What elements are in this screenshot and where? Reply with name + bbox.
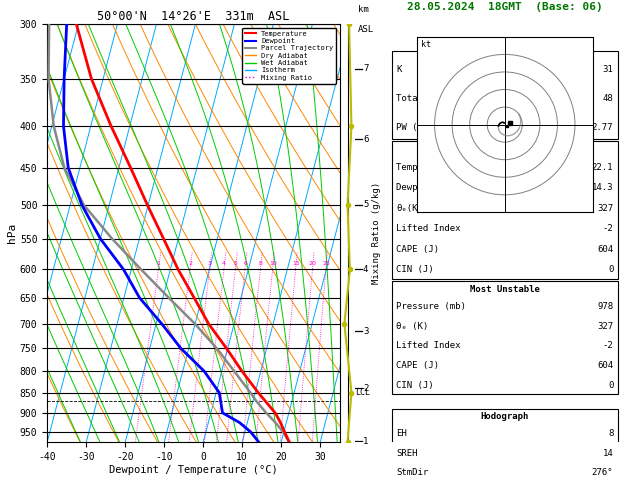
Text: 604: 604 bbox=[597, 245, 613, 254]
Text: 28.05.2024  18GMT  (Base: 06): 28.05.2024 18GMT (Base: 06) bbox=[407, 2, 603, 12]
Text: K: K bbox=[396, 65, 402, 73]
Text: Hodograph: Hodograph bbox=[481, 412, 529, 421]
X-axis label: Dewpoint / Temperature (°C): Dewpoint / Temperature (°C) bbox=[109, 465, 278, 475]
Text: LCL: LCL bbox=[355, 388, 370, 397]
Text: 8: 8 bbox=[608, 429, 613, 438]
Text: 5: 5 bbox=[233, 260, 238, 266]
Text: Temp (°C): Temp (°C) bbox=[396, 162, 445, 172]
Text: ASL: ASL bbox=[358, 25, 374, 34]
Text: 0: 0 bbox=[608, 381, 613, 390]
Text: CIN (J): CIN (J) bbox=[396, 265, 434, 274]
Text: CAPE (J): CAPE (J) bbox=[396, 361, 439, 370]
Text: 604: 604 bbox=[597, 361, 613, 370]
Text: θₑ (K): θₑ (K) bbox=[396, 322, 428, 330]
Text: 6: 6 bbox=[243, 260, 247, 266]
Title: 50°00'N  14°26'E  331m  ASL: 50°00'N 14°26'E 331m ASL bbox=[97, 10, 289, 23]
Text: 2.77: 2.77 bbox=[592, 123, 613, 132]
Text: 3: 3 bbox=[208, 260, 212, 266]
Text: 8: 8 bbox=[259, 260, 262, 266]
Text: 25: 25 bbox=[322, 260, 330, 266]
Text: 22.1: 22.1 bbox=[592, 162, 613, 172]
Text: 1: 1 bbox=[363, 437, 369, 446]
Text: 2: 2 bbox=[188, 260, 192, 266]
Text: PW (cm): PW (cm) bbox=[396, 123, 434, 132]
Text: kt: kt bbox=[421, 40, 430, 50]
Text: 1: 1 bbox=[157, 260, 160, 266]
Bar bbox=[391, 281, 618, 394]
Text: EH: EH bbox=[396, 429, 407, 438]
Text: -2: -2 bbox=[603, 224, 613, 233]
Text: 48: 48 bbox=[603, 94, 613, 103]
Text: 14: 14 bbox=[603, 449, 613, 458]
Text: Mixing Ratio (g/kg): Mixing Ratio (g/kg) bbox=[372, 182, 381, 284]
Text: 6: 6 bbox=[363, 135, 369, 143]
Text: Dewp (°C): Dewp (°C) bbox=[396, 183, 445, 192]
Text: CIN (J): CIN (J) bbox=[396, 381, 434, 390]
Text: km: km bbox=[358, 5, 369, 14]
Text: 5: 5 bbox=[363, 200, 369, 209]
Text: 3: 3 bbox=[363, 327, 369, 336]
Bar bbox=[391, 409, 618, 486]
Text: -2: -2 bbox=[603, 341, 613, 350]
Text: 15: 15 bbox=[292, 260, 299, 266]
Text: 7: 7 bbox=[363, 64, 369, 73]
Text: 2: 2 bbox=[363, 384, 369, 393]
Text: CAPE (J): CAPE (J) bbox=[396, 245, 439, 254]
Text: Totals Totals: Totals Totals bbox=[396, 94, 466, 103]
Bar bbox=[391, 141, 618, 279]
Text: 20: 20 bbox=[309, 260, 316, 266]
Text: 4: 4 bbox=[363, 265, 369, 274]
Text: 276°: 276° bbox=[592, 468, 613, 477]
Bar bbox=[391, 52, 618, 139]
Text: StmDir: StmDir bbox=[396, 468, 428, 477]
Text: Pressure (mb): Pressure (mb) bbox=[396, 302, 466, 311]
Text: 327: 327 bbox=[597, 204, 613, 213]
Text: SREH: SREH bbox=[396, 449, 418, 458]
Text: 327: 327 bbox=[597, 322, 613, 330]
Text: 0: 0 bbox=[608, 265, 613, 274]
Text: Surface: Surface bbox=[486, 145, 523, 154]
Text: 10: 10 bbox=[269, 260, 277, 266]
Text: 978: 978 bbox=[597, 302, 613, 311]
Legend: Temperature, Dewpoint, Parcel Trajectory, Dry Adiabat, Wet Adiabat, Isotherm, Mi: Temperature, Dewpoint, Parcel Trajectory… bbox=[242, 28, 336, 84]
Text: Most Unstable: Most Unstable bbox=[470, 285, 540, 294]
Y-axis label: hPa: hPa bbox=[7, 223, 17, 243]
Text: 31: 31 bbox=[603, 65, 613, 73]
Text: 4: 4 bbox=[222, 260, 226, 266]
Text: Lifted Index: Lifted Index bbox=[396, 224, 461, 233]
Text: 14.3: 14.3 bbox=[592, 183, 613, 192]
Text: θₑ(K): θₑ(K) bbox=[396, 204, 423, 213]
Text: Lifted Index: Lifted Index bbox=[396, 341, 461, 350]
